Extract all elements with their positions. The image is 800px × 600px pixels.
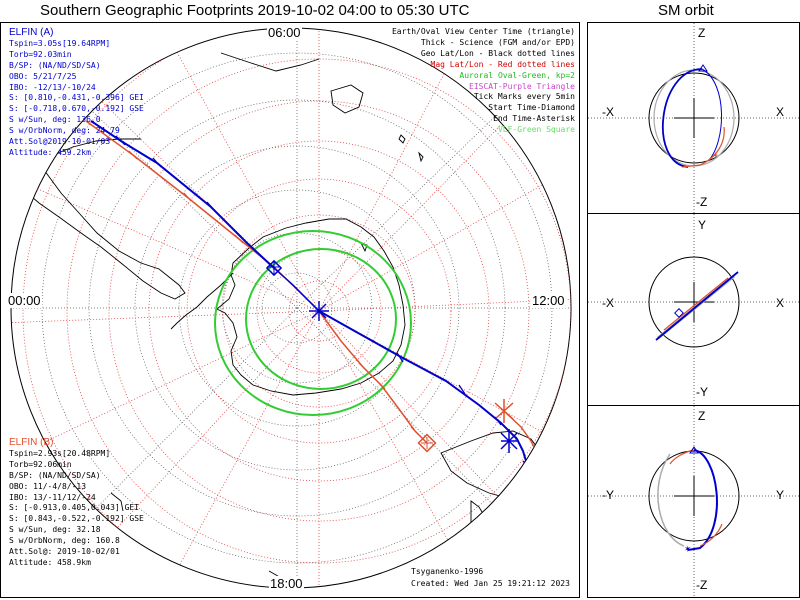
legend-item: Auroral Oval-Green, kp=2: [459, 70, 575, 80]
info-line: OBO: 11/-4/8/-13: [9, 481, 87, 491]
polar-map: [10, 27, 572, 589]
info-line: IBO: 13/-11/12/-24: [9, 492, 96, 502]
axis-bottom-xy: -Y: [696, 385, 708, 399]
elfin-a-label: ELFIN (A): [9, 27, 54, 38]
axis-right-xy: X: [776, 296, 785, 310]
info-line: S: [0.843,-0.522,-0.192] GSE: [9, 514, 144, 524]
info-line: Tspin=2.93s[20.48RPM]: [9, 448, 111, 458]
info-line: Att.Sol@: 2019-10-02/01: [9, 547, 120, 557]
south-america-coast: [24, 162, 186, 300]
legend-item: Tick Marks every 5min: [473, 92, 575, 102]
created-timestamp: Created: Wed Jan 25 19:21:12 2023: [411, 579, 570, 588]
axis-left-yz: -Y: [602, 488, 614, 502]
axis-right-xz: X: [776, 105, 785, 119]
info-line: Torb=92.06min: [9, 459, 72, 469]
elfin-b-info: ELFIN (B) Tspin=2.93s[20.48RPM] Torb=92.0…: [9, 437, 144, 569]
svg-text:✶: ✶: [712, 151, 719, 160]
legend-item: Geo Lat/Lon - Black dotted lines: [420, 48, 575, 58]
info-line: S: [0.810,-0.431,-0.396] GEI: [9, 93, 144, 103]
info-line: IBO: -12/13/-10/24: [9, 82, 96, 92]
orbit-diagram-xz: ✶: [588, 23, 799, 213]
model-credit: Tsyganenko-1996: [411, 567, 484, 576]
axis-right-yz: Y: [776, 488, 785, 502]
info-line: Torb=92.03min: [9, 49, 72, 59]
info-line: Altitude: 458.9km: [9, 557, 91, 567]
legend-item: VLF-Green Square: [497, 125, 575, 135]
time-label-top: 06:00: [267, 25, 302, 40]
center-asterisk: [309, 301, 329, 321]
info-line: Tspin=3.05s[19.64RPM]: [9, 38, 111, 48]
axis-bottom-xz: -Z: [696, 195, 708, 209]
auroral-oval: [214, 230, 412, 416]
info-line: S w/Sun, deg: 136.0: [9, 115, 101, 125]
info-line: S: [-0.718,0.670,-0.192] GSE: [9, 104, 144, 114]
time-label-right: 12:00: [531, 293, 566, 308]
info-line: B/SP: (NA/ND/SD/SA): [9, 60, 101, 70]
africa-coast: [220, 52, 320, 72]
axis-top-xy: Y: [698, 218, 707, 232]
legend: Earth/Oval View Center Time (triangle) Th…: [392, 27, 575, 136]
info-line: S w/Sun, deg: 32.18: [9, 525, 101, 535]
svg-text:✶: ✶: [684, 544, 692, 554]
map-panel: 06:00 00:00 12:00 18:00 Earth/Oval View …: [0, 22, 580, 598]
info-line: OBO: 5/21/7/25: [9, 71, 77, 81]
axis-left-xz: -X: [602, 105, 614, 119]
legend-item: End Time-Asterisk: [493, 114, 575, 124]
orbit-title: SM orbit: [658, 2, 714, 19]
info-line: Att.Sol@2019-10-01/03: [9, 137, 111, 147]
info-line: B/SP: (NA/ND/SD/SA): [9, 470, 101, 480]
info-line: S w/OrbNorm, deg: 160.8: [9, 536, 120, 546]
page-title: Southern Geographic Footprints 2019-10-0…: [40, 2, 470, 19]
legend-item: Start Time-Diamond: [488, 103, 575, 113]
orbit-panel-xz: ✶ Z -Z -X X: [587, 22, 800, 214]
axis-top-xz: Z: [698, 26, 706, 40]
info-line: Altitude: 459.2km: [9, 147, 91, 157]
info-line: S w/OrbNorm, deg: 24.79: [9, 126, 120, 136]
orbit-diagram-xy: [588, 214, 799, 404]
elfin-a-info: ELFIN (A) Tspin=3.05s[19.64RPM] Torb=92.0…: [9, 27, 144, 159]
time-label-bottom: 18:00: [269, 576, 304, 591]
elfin-b-track: [85, 120, 547, 460]
info-line: S: [-0.913,0.405,0.043] GEI: [9, 503, 140, 513]
antarctica-coast: [216, 218, 406, 396]
axis-left-xy: -X: [602, 296, 614, 310]
elfin-b-label: ELFIN (B): [9, 437, 54, 448]
orbit-panel-yz: ✶ Z -Z -Y Y: [587, 406, 800, 598]
legend-item: Earth/Oval View Center Time (triangle): [391, 27, 575, 36]
legend-item: Thick - Science (FGM and/or EPD): [420, 37, 575, 47]
orbit-panel-xy: Y -Y -X X: [587, 214, 800, 406]
legend-item: EISCAT-Purple Triangle: [469, 81, 575, 91]
time-label-left: 00:00: [7, 293, 42, 308]
geo-grid: [11, 28, 571, 588]
axis-bottom-yz: -Z: [696, 578, 708, 592]
axis-top-yz: Z: [698, 409, 706, 423]
legend-item: Mag Lat/Lon - Red dotted lines: [430, 59, 576, 69]
orbit-diagram-yz: ✶: [588, 406, 799, 596]
